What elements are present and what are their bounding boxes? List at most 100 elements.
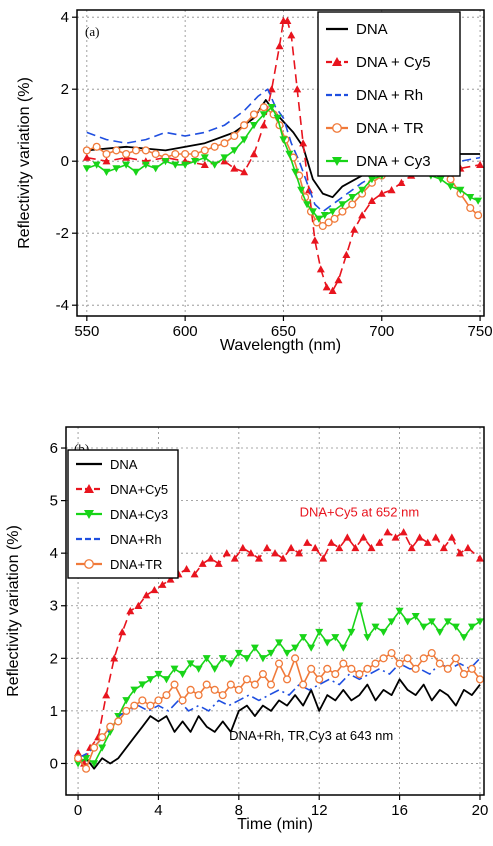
data-point — [162, 676, 171, 684]
data-point — [446, 175, 455, 184]
legend-label-dna-cy5: DNA+Cy5 — [110, 482, 168, 497]
data-point — [447, 533, 456, 541]
data-point — [254, 554, 263, 562]
data-point — [262, 543, 271, 552]
data-point — [419, 623, 428, 631]
legend-marker-dna-tr — [84, 559, 94, 569]
data-point — [202, 655, 211, 663]
data-point — [403, 618, 412, 626]
data-point — [316, 265, 325, 273]
data-point — [347, 628, 356, 637]
y-tick-label: 1 — [50, 703, 58, 720]
data-point — [322, 283, 331, 291]
x-tick-label: 16 — [391, 802, 408, 819]
x-axis-label-a: Wavelength (nm) — [220, 337, 341, 354]
data-point — [122, 697, 131, 705]
data-point — [339, 659, 348, 668]
data-point — [240, 168, 249, 176]
data-point — [467, 664, 476, 673]
data-point — [323, 664, 332, 673]
data-point — [171, 161, 180, 169]
data-point — [431, 533, 440, 541]
data-point — [166, 575, 175, 583]
data-point — [387, 649, 396, 658]
data-point — [146, 701, 155, 710]
data-point — [287, 543, 296, 552]
data-point — [112, 146, 121, 155]
data-point — [439, 543, 448, 552]
data-point — [331, 670, 340, 679]
data-point — [151, 149, 160, 159]
data-point — [415, 533, 424, 541]
data-point — [355, 602, 364, 610]
data-point — [142, 591, 151, 599]
data-point — [130, 686, 139, 694]
data-point — [210, 665, 219, 673]
data-point — [151, 165, 160, 173]
series-dna-cy3 — [74, 602, 484, 768]
data-point — [314, 215, 323, 223]
data-point — [427, 618, 436, 626]
data-point — [299, 634, 308, 642]
data-point — [186, 660, 195, 668]
data-point — [343, 533, 352, 541]
series-line — [77, 678, 481, 770]
data-point — [443, 664, 452, 673]
series-line — [77, 652, 481, 770]
y-tick-label: 2 — [61, 81, 69, 98]
data-point — [338, 201, 347, 209]
data-point — [295, 549, 304, 557]
data-point — [138, 681, 147, 689]
data-point — [210, 142, 219, 151]
data-point — [323, 639, 332, 647]
y-tick-label: 5 — [50, 493, 58, 510]
data-point — [198, 559, 207, 567]
data-point — [308, 208, 317, 216]
data-point — [82, 165, 91, 173]
data-point — [475, 554, 484, 562]
data-point — [200, 160, 209, 168]
data-point — [194, 665, 203, 673]
data-point — [403, 654, 412, 663]
data-point — [367, 196, 376, 204]
data-point — [347, 664, 356, 673]
data-point — [210, 161, 219, 169]
data-point — [355, 670, 364, 679]
data-point — [338, 207, 347, 216]
data-point — [358, 186, 367, 194]
x-tick-label: 20 — [472, 802, 489, 819]
x-axis-label-b: Time (min) — [237, 816, 313, 833]
data-point — [146, 676, 155, 684]
data-point — [466, 203, 475, 213]
data-point — [249, 110, 259, 119]
data-point — [114, 717, 123, 726]
data-point — [194, 691, 203, 700]
data-point — [230, 554, 239, 562]
data-point — [451, 654, 460, 663]
data-point — [466, 194, 475, 202]
data-point — [138, 696, 147, 705]
data-point — [250, 680, 259, 689]
data-point — [351, 543, 360, 552]
data-point — [435, 659, 444, 668]
y-tick-label: -2 — [56, 225, 69, 242]
series-dna-rh — [77, 657, 481, 759]
data-point — [279, 554, 288, 562]
data-point — [102, 149, 111, 159]
data-point — [230, 147, 239, 155]
data-point — [249, 150, 258, 158]
data-point — [377, 189, 386, 197]
data-point — [299, 139, 308, 147]
data-point — [459, 670, 468, 679]
data-point — [102, 157, 111, 165]
data-point — [190, 570, 199, 578]
data-point — [150, 585, 159, 594]
data-point — [220, 139, 229, 148]
data-point — [271, 549, 279, 557]
data-point — [266, 649, 275, 658]
data-point — [475, 618, 484, 626]
data-point — [287, 31, 296, 39]
legend-label-dna-cy3: DNA + Cy3 — [356, 153, 431, 170]
data-point — [397, 178, 406, 186]
data-point — [475, 675, 485, 684]
